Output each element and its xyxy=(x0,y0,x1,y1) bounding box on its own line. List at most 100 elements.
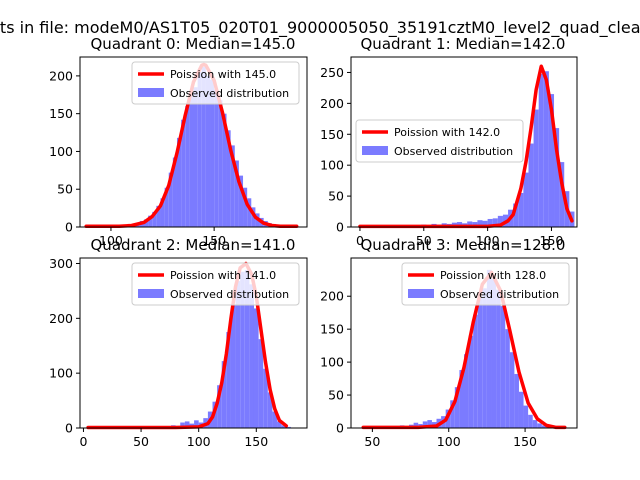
y-tick-label: 100 xyxy=(49,366,73,381)
histogram-bar xyxy=(532,420,538,428)
panel-title: Quadrant 1: Median=142.0 xyxy=(361,35,566,53)
histogram-bar xyxy=(468,335,474,428)
y-tick-label: 250 xyxy=(320,65,344,80)
y-tick-label: 150 xyxy=(320,322,344,337)
histogram-bar xyxy=(281,425,287,428)
y-tick-label: 50 xyxy=(328,189,344,204)
legend-bar-swatch xyxy=(408,289,434,298)
histogram-bar xyxy=(492,218,498,227)
y-tick-label: 150 xyxy=(49,106,73,121)
legend-bar-swatch xyxy=(138,289,164,298)
histogram-bar xyxy=(500,306,506,428)
y-tick-label: 50 xyxy=(328,388,344,403)
legend-box xyxy=(131,61,300,105)
panel-quadrant-2: Quadrant 2: Median=141.0 0 50 100 150 0 100 20… xyxy=(49,236,308,449)
histogram-bar xyxy=(160,198,165,227)
axes-frame xyxy=(350,257,578,429)
histogram-bar xyxy=(467,221,473,227)
poisson-curve xyxy=(358,64,574,229)
legend-box xyxy=(401,262,570,306)
histogram-bar xyxy=(518,391,524,428)
legend-label-poisson: Poission with 141.0 xyxy=(170,269,276,282)
x-tick-label: 0 xyxy=(356,233,364,248)
histogram-bar xyxy=(518,193,524,227)
histogram-bar xyxy=(197,72,202,227)
y-tick-label: 0 xyxy=(336,220,344,235)
histogram-bar xyxy=(543,71,549,227)
legend: Poission with 141.0 Observed distribution xyxy=(131,262,300,306)
y-tick-label: 200 xyxy=(49,68,73,83)
histogram-bar xyxy=(486,269,492,428)
histogram-bar xyxy=(217,385,222,428)
histogram-bar xyxy=(222,113,227,227)
legend-label-poisson: Poission with 145.0 xyxy=(170,68,276,81)
histogram-bar xyxy=(243,187,248,227)
histogram-bar xyxy=(497,215,503,227)
histogram-bar xyxy=(185,106,190,227)
panel-quadrant-0: Quadrant 0: Median=145.0 100 150 0 50 100 150… xyxy=(49,35,308,248)
histogram-bar xyxy=(505,329,510,428)
y-tick-label: 150 xyxy=(320,127,344,142)
histogram-bar xyxy=(528,143,534,227)
histogram-bar xyxy=(230,304,236,428)
histogram-bar xyxy=(184,421,190,428)
legend-box xyxy=(131,262,300,306)
histogram-bar xyxy=(148,215,153,227)
panel-quadrant-1: Quadrant 1: Median=142.0 0 50 100 150 0 50 100… xyxy=(320,35,578,248)
axes-frame xyxy=(79,257,308,429)
x-tick-label: 150 xyxy=(513,434,537,449)
panel-title: Quadrant 3: Median=128.0 xyxy=(361,236,566,254)
histogram-bar xyxy=(277,421,282,428)
legend-label-observed: Observed distribution xyxy=(394,145,513,158)
histogram-bar xyxy=(172,157,177,227)
histogram-bar xyxy=(456,222,463,227)
histogram-bar xyxy=(472,222,478,227)
figure-title: Counts in file: modeM0/AS1T05_020T01_900… xyxy=(0,18,640,38)
histogram-bar xyxy=(143,219,149,227)
histogram-bar xyxy=(267,392,273,428)
histogram-bar xyxy=(226,130,231,227)
x-tick-label: 50 xyxy=(364,434,380,449)
histogram-bar xyxy=(509,352,515,428)
y-tick-label: 100 xyxy=(49,144,73,159)
y-tick-label: 0 xyxy=(65,220,73,235)
histogram-bar xyxy=(538,73,544,227)
x-tick-label: 150 xyxy=(202,233,226,248)
histogram-bar xyxy=(226,332,231,428)
histogram-bar xyxy=(482,220,488,227)
histogram-bar xyxy=(234,160,239,227)
panel-title: Quadrant 2: Median=141.0 xyxy=(91,236,296,254)
histogram-bar xyxy=(450,400,455,428)
x-tick-label: 150 xyxy=(540,233,564,248)
y-tick-label: 200 xyxy=(320,96,344,111)
histogram-bar xyxy=(180,422,185,428)
histogram-bar xyxy=(181,119,186,227)
y-tick-label: 0 xyxy=(65,421,73,436)
histogram-bar xyxy=(205,75,211,227)
histogram-bar xyxy=(523,405,529,428)
x-tick-label: 150 xyxy=(244,434,268,449)
histogram-bar xyxy=(235,281,241,428)
y-tick-label: 300 xyxy=(49,256,73,271)
x-tick-label: 100 xyxy=(187,434,211,449)
legend-bar-swatch xyxy=(362,146,388,155)
legend-label-poisson: Poission with 128.0 xyxy=(440,269,546,282)
histogram-bar xyxy=(218,100,223,227)
histogram-bar xyxy=(514,373,519,428)
histogram-bar xyxy=(528,414,533,428)
histogram-bar xyxy=(272,411,278,428)
histogram-bar xyxy=(258,339,264,428)
histogram-bar xyxy=(537,423,542,428)
histogram-bar xyxy=(156,205,161,227)
histogram-bar xyxy=(491,279,497,428)
legend-bar-swatch xyxy=(138,88,164,97)
x-tick-label: 100 xyxy=(476,233,500,248)
histogram-bar xyxy=(473,314,478,428)
y-tick-label: 100 xyxy=(320,355,344,370)
legend: Poission with 142.0 Observed distribution xyxy=(355,119,524,163)
histogram-bar xyxy=(422,421,428,428)
histogram-bar xyxy=(221,361,227,428)
histogram-bar xyxy=(193,87,198,227)
histogram-bar xyxy=(238,175,244,227)
